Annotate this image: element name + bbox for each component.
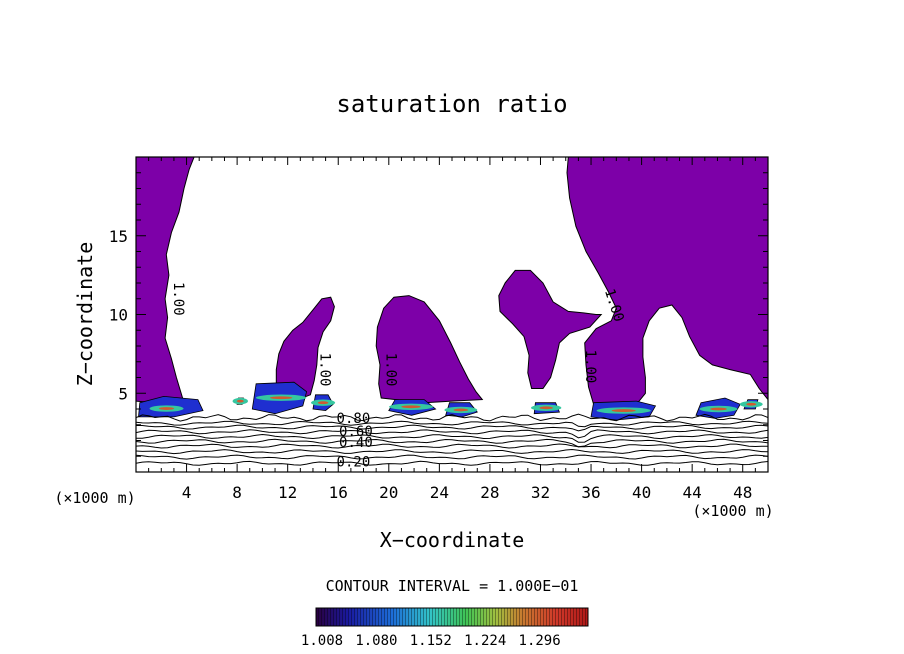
x-tick-label: 32 (531, 483, 550, 502)
contour-label: 0.80 (337, 411, 371, 427)
x-axis-label: X−coordinate (380, 528, 525, 552)
cell-peak (746, 402, 757, 406)
x-tick-label: 44 (683, 483, 702, 502)
x-tick-label: 8 (232, 483, 242, 502)
x-tick-label: 16 (329, 483, 348, 502)
supersaturated-region (136, 157, 195, 405)
x-tick-label: 12 (278, 483, 297, 502)
contour-label: 0.20 (337, 455, 371, 471)
colorbar-label: 1.080 (355, 633, 397, 649)
contour-line (136, 460, 768, 466)
contour-line (136, 433, 768, 443)
y-axis-label: Z−coordinate (73, 242, 97, 387)
contour-line-envelope (136, 413, 768, 422)
contour-labels: 1.001.00 1.00 1.001.000.800.600.400.20 (170, 282, 627, 471)
cell-peak (539, 406, 553, 410)
cell-peak (236, 399, 244, 403)
x-tick-label: 28 (480, 483, 499, 502)
y-tick-label: 15 (109, 227, 128, 246)
contour-label: 1.00 (382, 353, 398, 387)
high-saturation-cells (138, 381, 763, 421)
contour-label: 0.40 (339, 435, 373, 451)
colorbar-label: 1.224 (464, 633, 506, 649)
x-tick-label: 24 (430, 483, 449, 502)
colorbar-label: 1.296 (519, 633, 561, 649)
contour-label: 0.60 (339, 424, 373, 440)
contour-label: 1.00 (317, 353, 333, 387)
contour-label: 1.00 (170, 282, 186, 316)
supersaturated-regions (136, 157, 768, 405)
contour-line (136, 448, 768, 455)
y-tick-label: 10 (109, 306, 128, 325)
contour-line (136, 429, 768, 439)
colorbar-bins (316, 608, 588, 626)
cell-peak (158, 407, 175, 410)
contour-line (136, 424, 768, 432)
contour-label: 1.00 (582, 350, 598, 384)
colorbar-label: 1.152 (410, 633, 452, 649)
cell-peak (710, 407, 727, 411)
chart-title: saturation ratio (336, 90, 567, 118)
colorbar-labels: 1.008 1.080 1.152 1.224 1.296 (301, 633, 561, 649)
contour-line (136, 454, 768, 460)
x-tick-label: 36 (581, 483, 600, 502)
contour-lines (136, 413, 768, 466)
plot-area (136, 157, 768, 466)
x-tick-label: 48 (733, 483, 752, 502)
contour-line (136, 438, 768, 448)
colorbar-frame (315, 607, 589, 627)
z-unit-label: (×1000 m) (54, 489, 135, 507)
x-tick-label: 20 (379, 483, 398, 502)
cell-peak (269, 396, 293, 400)
cell-peak (453, 408, 469, 412)
x-tick-label: 4 (182, 483, 192, 502)
cell-peak (317, 401, 329, 405)
y-tick-label: 5 (118, 384, 128, 403)
colorbar-label: 1.008 (301, 633, 343, 649)
supersaturated-region (566, 157, 768, 405)
supersaturated-region (375, 295, 484, 404)
x-tick-label: 40 (632, 483, 651, 502)
contour-interval-text: CONTOUR INTERVAL = 1.000E−01 (326, 577, 579, 595)
contour-line (136, 443, 768, 449)
cell-peak (611, 409, 636, 412)
axis-ticks (136, 157, 768, 472)
x-unit-label: (×1000 m) (692, 502, 773, 520)
contour-line (136, 420, 768, 428)
supersaturated-region (498, 269, 603, 389)
cell-peak (401, 405, 421, 409)
supersaturated-region (275, 296, 335, 401)
